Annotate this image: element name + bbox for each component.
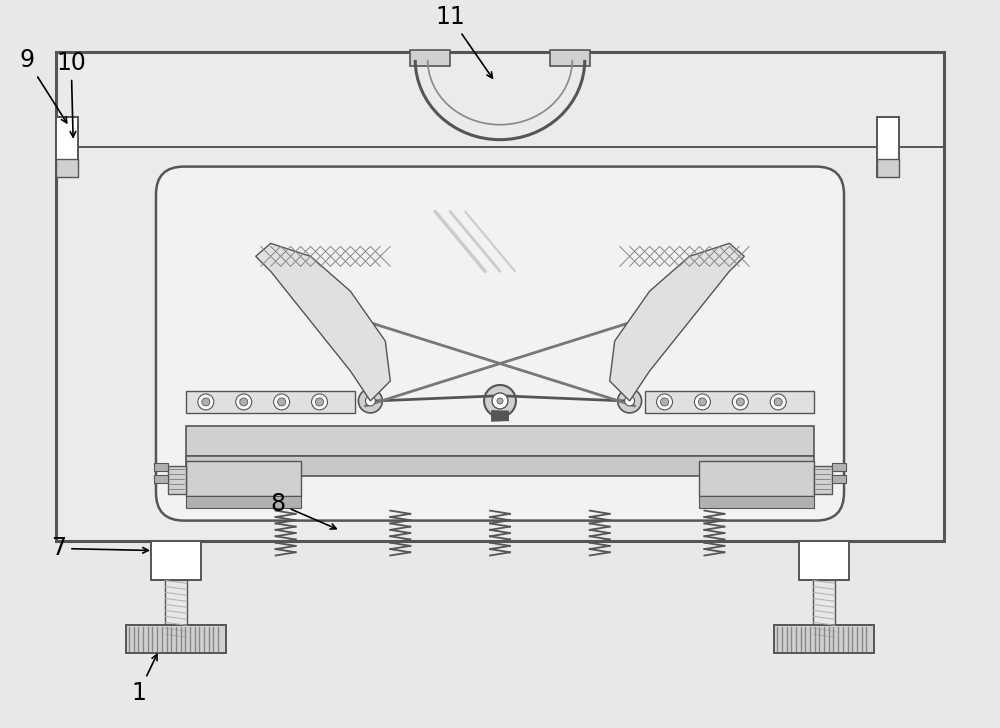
Circle shape: [484, 385, 516, 417]
Polygon shape: [610, 243, 744, 401]
Circle shape: [694, 394, 710, 410]
Bar: [832, 463, 846, 471]
Bar: [154, 475, 168, 483]
Circle shape: [312, 394, 327, 410]
Circle shape: [736, 398, 744, 406]
Bar: [799, 540, 849, 580]
Circle shape: [497, 398, 503, 404]
Bar: [699, 496, 814, 507]
Circle shape: [698, 398, 706, 406]
Bar: [550, 50, 590, 66]
Circle shape: [236, 394, 252, 410]
Circle shape: [625, 396, 635, 406]
Bar: [814, 466, 832, 494]
Text: 1: 1: [131, 654, 157, 705]
Circle shape: [278, 398, 286, 406]
Bar: [151, 540, 201, 580]
Bar: [168, 466, 186, 494]
Bar: [154, 463, 168, 471]
Circle shape: [732, 394, 748, 410]
Bar: [645, 391, 814, 413]
Bar: [410, 50, 450, 66]
Circle shape: [240, 398, 248, 406]
Bar: [186, 461, 301, 496]
Bar: [813, 580, 835, 640]
Circle shape: [774, 398, 782, 406]
Text: 10: 10: [56, 51, 86, 137]
Bar: [699, 461, 814, 496]
Circle shape: [492, 393, 508, 409]
Circle shape: [365, 396, 375, 406]
Circle shape: [358, 389, 382, 413]
Text: 9: 9: [19, 48, 67, 123]
Text: 7: 7: [51, 537, 148, 561]
Polygon shape: [256, 243, 390, 401]
Bar: [56, 159, 78, 177]
Bar: [56, 52, 944, 540]
Bar: [186, 456, 814, 475]
Bar: [877, 159, 899, 177]
Circle shape: [202, 398, 210, 406]
Bar: [126, 625, 226, 653]
Circle shape: [618, 389, 642, 413]
Text: 11: 11: [435, 5, 492, 78]
Circle shape: [198, 394, 214, 410]
Bar: [774, 625, 874, 653]
Bar: [186, 426, 814, 456]
FancyBboxPatch shape: [156, 167, 844, 521]
Circle shape: [657, 394, 673, 410]
Circle shape: [661, 398, 669, 406]
Bar: [877, 116, 899, 177]
Circle shape: [770, 394, 786, 410]
Bar: [186, 391, 355, 413]
Bar: [186, 496, 301, 507]
Text: 8: 8: [271, 491, 336, 529]
Bar: [832, 475, 846, 483]
Circle shape: [274, 394, 290, 410]
Circle shape: [316, 398, 324, 406]
Bar: [165, 580, 187, 640]
Bar: [56, 116, 78, 177]
